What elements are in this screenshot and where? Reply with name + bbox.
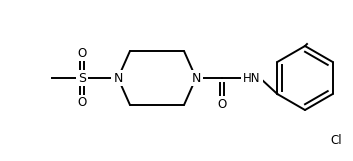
Text: O: O [77, 96, 86, 109]
Text: N: N [191, 71, 201, 85]
Text: O: O [77, 47, 86, 60]
Text: O: O [217, 98, 227, 110]
Text: S: S [78, 71, 86, 85]
Text: N: N [113, 71, 123, 85]
Text: Cl: Cl [330, 134, 342, 147]
Text: HN: HN [243, 71, 261, 85]
